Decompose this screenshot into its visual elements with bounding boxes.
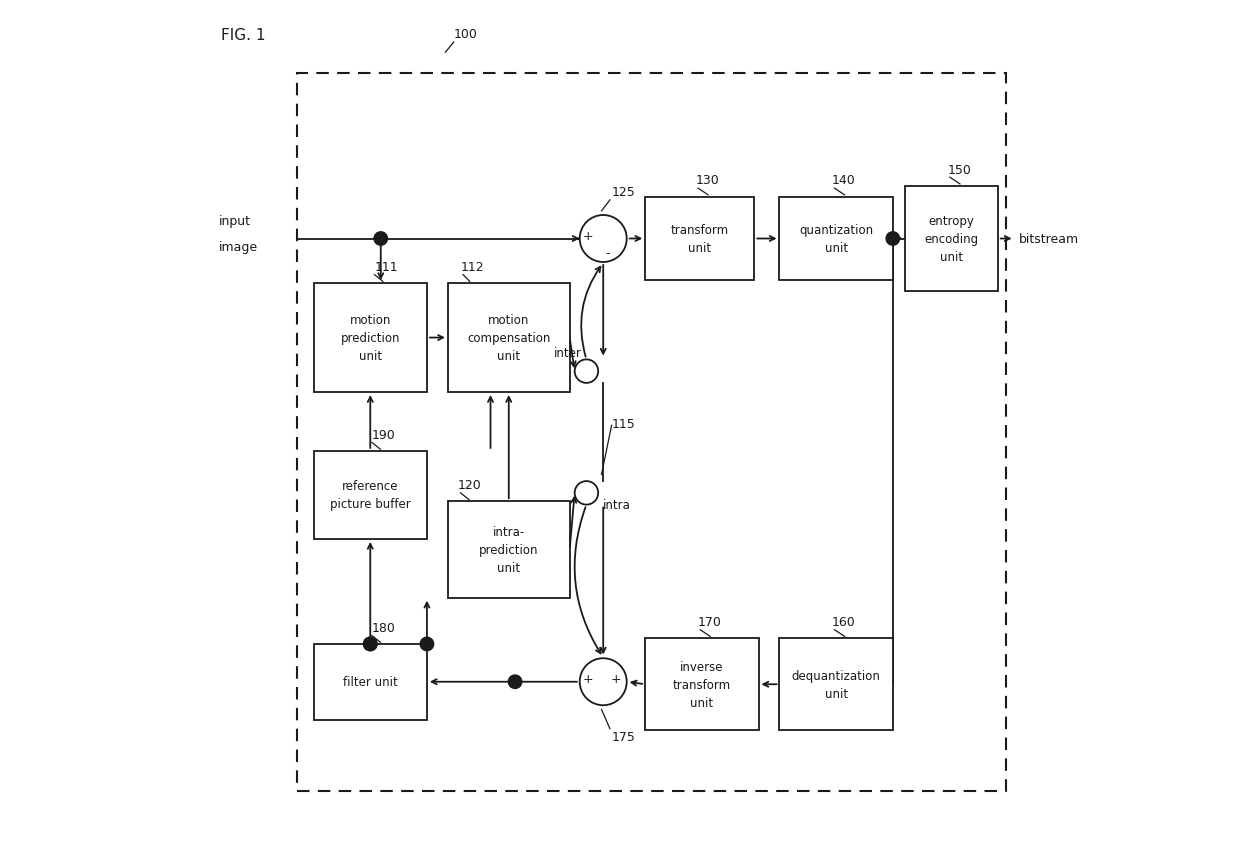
Bar	[448, 284, 569, 392]
Text: inverse
transform
unit: inverse transform unit	[673, 660, 730, 709]
Text: motion
compensation
unit: motion compensation unit	[467, 314, 551, 363]
Bar	[645, 197, 754, 281]
Bar	[905, 187, 998, 292]
Text: -: -	[605, 246, 610, 259]
Text: 175: 175	[611, 731, 635, 744]
Circle shape	[580, 658, 626, 706]
Text: FIG. 1: FIG. 1	[221, 28, 265, 43]
Bar	[448, 501, 569, 598]
Text: quantization
unit: quantization unit	[799, 224, 873, 255]
Circle shape	[574, 482, 598, 505]
Circle shape	[374, 232, 387, 246]
Text: input: input	[218, 214, 250, 227]
Text: 115: 115	[611, 418, 635, 430]
Text: intra-
prediction
unit: intra- prediction unit	[479, 526, 538, 574]
Text: transform
unit: transform unit	[671, 224, 729, 255]
Text: motion
prediction
unit: motion prediction unit	[341, 314, 401, 363]
Text: entropy
encoding
unit: entropy encoding unit	[925, 214, 978, 263]
Bar	[645, 638, 759, 731]
Text: 180: 180	[372, 621, 396, 634]
Circle shape	[508, 675, 522, 689]
Bar	[780, 197, 893, 281]
Text: +: +	[611, 672, 621, 685]
Text: inter: inter	[554, 347, 583, 360]
Text: 190: 190	[372, 428, 396, 441]
Circle shape	[363, 637, 377, 651]
Circle shape	[580, 216, 626, 262]
Circle shape	[887, 232, 899, 246]
Bar	[314, 644, 427, 720]
Circle shape	[574, 360, 598, 383]
Text: 125: 125	[611, 186, 635, 199]
Text: +: +	[583, 230, 594, 242]
Text: 130: 130	[696, 174, 719, 187]
Text: 140: 140	[832, 174, 856, 187]
Text: image: image	[218, 241, 258, 254]
Text: 120: 120	[458, 479, 481, 491]
Text: bitstream: bitstream	[1019, 233, 1079, 246]
Text: 170: 170	[698, 615, 722, 628]
Text: 150: 150	[947, 164, 971, 176]
Bar	[314, 284, 427, 392]
Circle shape	[363, 637, 377, 651]
Text: dequantization
unit: dequantization unit	[791, 669, 880, 700]
Text: reference
picture buffer: reference picture buffer	[330, 480, 410, 511]
Circle shape	[420, 637, 434, 651]
Text: 111: 111	[374, 261, 398, 273]
Text: 112: 112	[460, 261, 484, 273]
Text: 100: 100	[454, 28, 477, 41]
Text: intra: intra	[603, 499, 631, 511]
Text: filter unit: filter unit	[343, 675, 398, 689]
Bar	[780, 638, 893, 731]
Text: +: +	[583, 672, 594, 685]
Text: 160: 160	[832, 615, 856, 628]
Bar	[296, 74, 1006, 791]
Bar	[314, 452, 427, 539]
